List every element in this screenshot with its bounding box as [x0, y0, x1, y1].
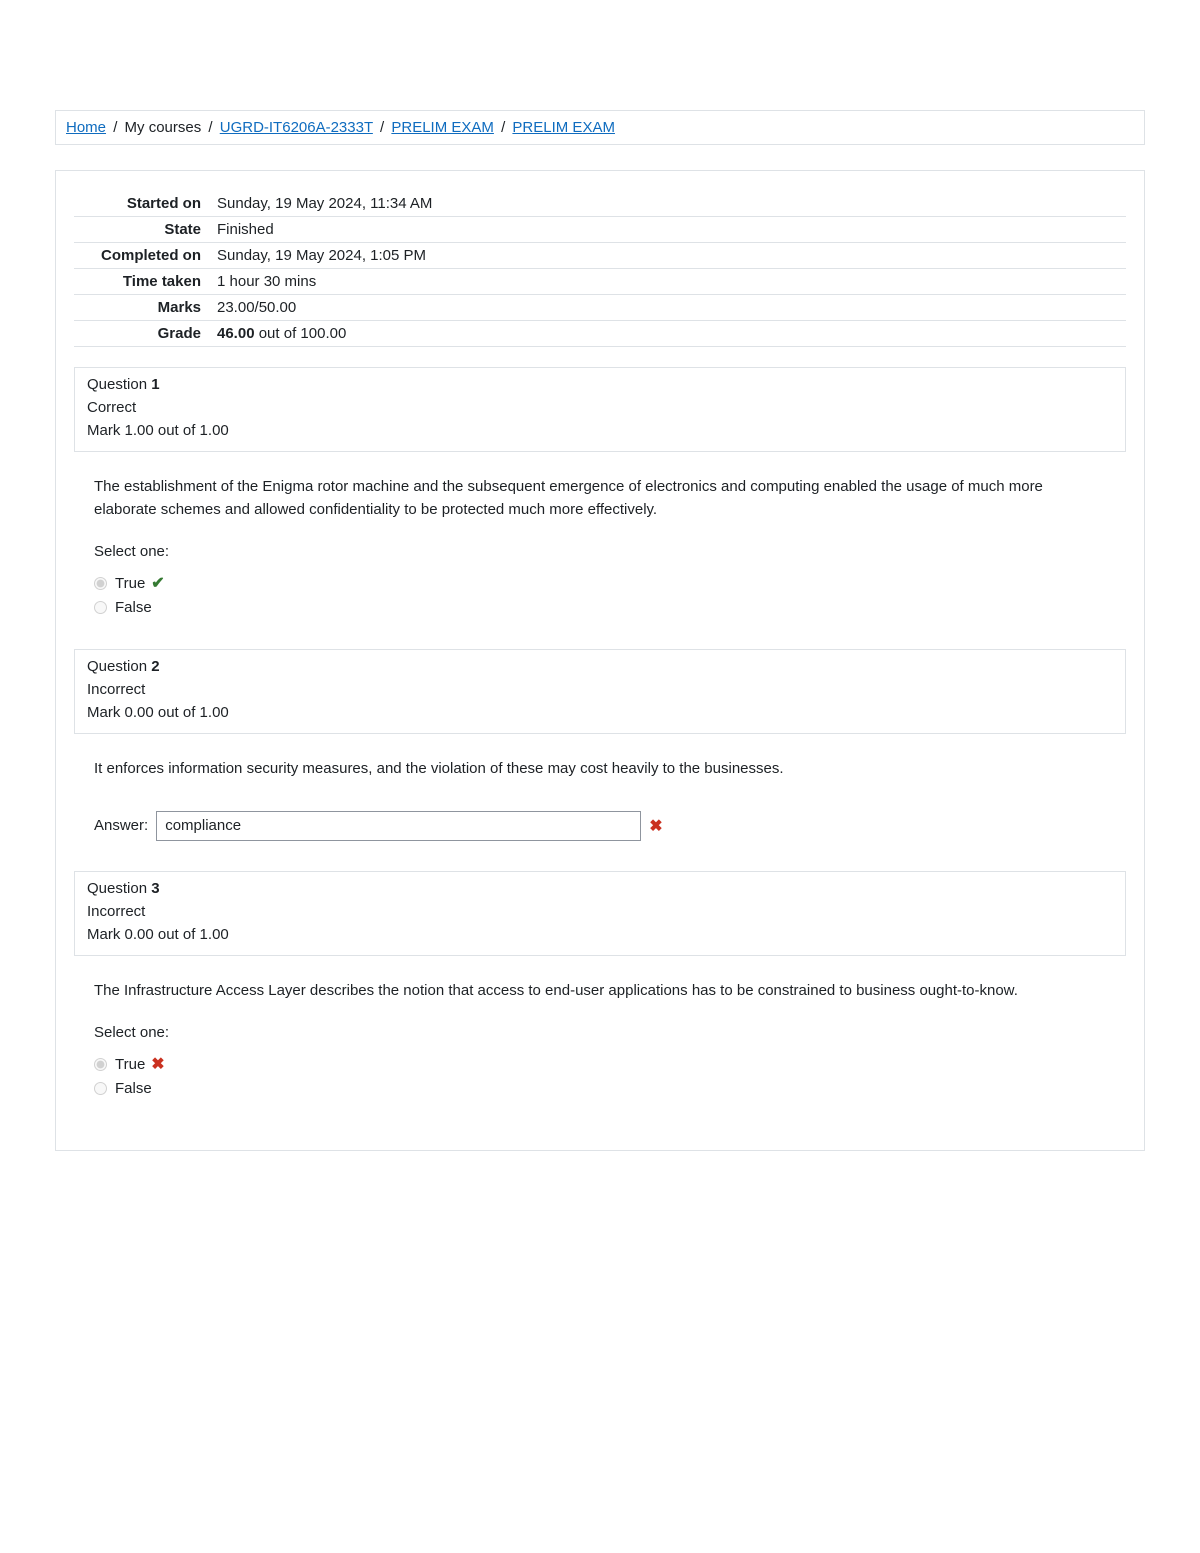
x-icon: ✖	[649, 816, 662, 836]
summary-value: 46.00 out of 100.00	[209, 321, 1126, 347]
answer-label: Answer:	[94, 817, 148, 834]
table-row: Time taken 1 hour 30 mins	[74, 269, 1126, 295]
grade-outof: out of 100.00	[255, 325, 347, 342]
summary-value: Sunday, 19 May 2024, 1:05 PM	[209, 243, 1126, 269]
breadcrumb-home[interactable]: Home	[66, 119, 106, 136]
answer-row: Answer: ✖	[94, 811, 1106, 841]
summary-label: Marks	[74, 295, 209, 321]
select-one-label: Select one:	[94, 543, 1106, 560]
breadcrumb-exam-cat[interactable]: PRELIM EXAM	[391, 119, 494, 136]
question-info: Question 2 Incorrect Mark 0.00 out of 1.…	[74, 649, 1126, 734]
question-mark: Mark 0.00 out of 1.00	[87, 704, 1113, 721]
option-label: False	[115, 1080, 152, 1097]
question-state: Incorrect	[87, 903, 1113, 920]
question-info: Question 1 Correct Mark 1.00 out of 1.00	[74, 367, 1126, 452]
attempt-summary-table: Started on Sunday, 19 May 2024, 11:34 AM…	[74, 191, 1126, 347]
table-row: Grade 46.00 out of 100.00	[74, 321, 1126, 347]
question-body: The Infrastructure Access Layer describe…	[74, 956, 1126, 1111]
breadcrumb-exam[interactable]: PRELIM EXAM	[512, 119, 615, 136]
breadcrumb-sep: /	[498, 119, 508, 136]
question-number: Question 3	[87, 880, 1113, 897]
breadcrumb-my-courses: My courses	[125, 119, 202, 136]
option-label: True	[115, 1056, 145, 1073]
summary-label: Grade	[74, 321, 209, 347]
question-text: It enforces information security measure…	[94, 758, 1106, 781]
table-row: Marks 23.00/50.00	[74, 295, 1126, 321]
summary-label: State	[74, 217, 209, 243]
table-row: Completed on Sunday, 19 May 2024, 1:05 P…	[74, 243, 1126, 269]
breadcrumb-sep: /	[205, 119, 215, 136]
grade-value: 46.00	[217, 325, 255, 342]
radio-false[interactable]	[94, 1082, 107, 1095]
summary-value: 23.00/50.00	[209, 295, 1126, 321]
breadcrumb-sep: /	[110, 119, 120, 136]
summary-label: Started on	[74, 191, 209, 217]
question-info: Question 3 Incorrect Mark 0.00 out of 1.…	[74, 871, 1126, 956]
summary-value: Finished	[209, 217, 1126, 243]
radio-false[interactable]	[94, 601, 107, 614]
summary-value: 1 hour 30 mins	[209, 269, 1126, 295]
main-card: Started on Sunday, 19 May 2024, 11:34 AM…	[55, 170, 1145, 1151]
option-false[interactable]: False	[94, 596, 1106, 619]
question-text: The Infrastructure Access Layer describe…	[94, 980, 1106, 1003]
radio-true[interactable]	[94, 577, 107, 590]
question-text: The establishment of the Enigma rotor ma…	[94, 476, 1106, 521]
summary-label: Time taken	[74, 269, 209, 295]
summary-value: Sunday, 19 May 2024, 11:34 AM	[209, 191, 1126, 217]
select-one-label: Select one:	[94, 1024, 1106, 1041]
breadcrumb-course[interactable]: UGRD-IT6206A-2333T	[220, 119, 373, 136]
summary-label: Completed on	[74, 243, 209, 269]
radio-true[interactable]	[94, 1058, 107, 1071]
x-icon: ✖	[151, 1054, 164, 1074]
question-number: Question 2	[87, 658, 1113, 675]
answer-input[interactable]	[156, 811, 641, 841]
option-label: True	[115, 575, 145, 592]
question-number: Question 1	[87, 376, 1113, 393]
table-row: State Finished	[74, 217, 1126, 243]
question-body: It enforces information security measure…	[74, 734, 1126, 851]
option-true[interactable]: True ✔	[94, 570, 1106, 596]
breadcrumb: Home / My courses / UGRD-IT6206A-2333T /…	[55, 110, 1145, 145]
question-state: Incorrect	[87, 681, 1113, 698]
breadcrumb-sep: /	[377, 119, 387, 136]
option-true[interactable]: True ✖	[94, 1051, 1106, 1077]
option-false[interactable]: False	[94, 1077, 1106, 1100]
question-mark: Mark 0.00 out of 1.00	[87, 926, 1113, 943]
question-mark: Mark 1.00 out of 1.00	[87, 422, 1113, 439]
option-label: False	[115, 599, 152, 616]
question-body: The establishment of the Enigma rotor ma…	[74, 452, 1126, 629]
table-row: Started on Sunday, 19 May 2024, 11:34 AM	[74, 191, 1126, 217]
check-icon: ✔	[151, 573, 164, 593]
question-state: Correct	[87, 399, 1113, 416]
